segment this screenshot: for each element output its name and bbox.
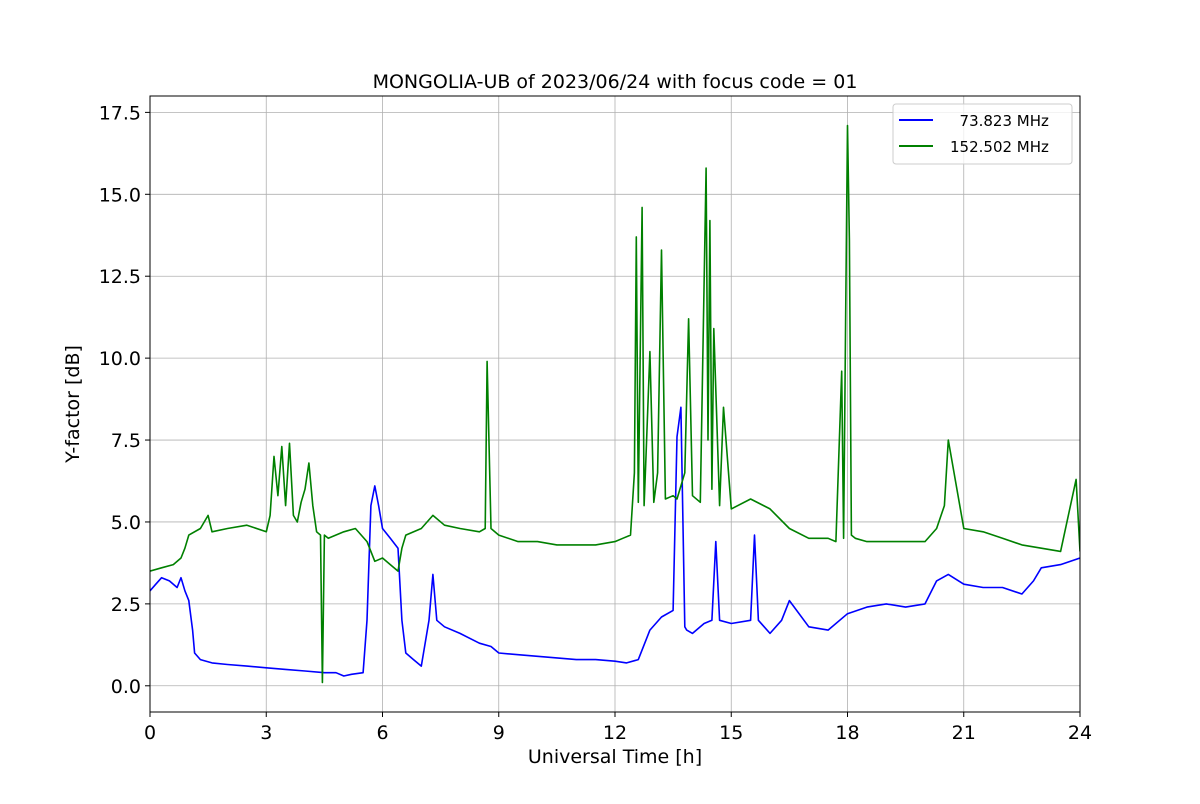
x-tick-label: 3: [260, 722, 272, 744]
y-tick-label: 17.5: [99, 102, 141, 124]
legend-label-0: 73.823 MHz: [950, 112, 1049, 130]
x-tick-label: 21: [952, 722, 976, 744]
y-tick-label: 10.0: [99, 348, 141, 370]
x-tick-label: 15: [719, 722, 743, 744]
x-axis-label: Universal Time [h]: [528, 746, 702, 768]
y-tick-label: 7.5: [111, 430, 141, 452]
legend-label-1: 152.502 MHz: [950, 138, 1049, 156]
ticks: 0 3 6 9 12 15 18 21 24 0.0 2.5 5.0 7.5 10.0 12.5 15.0 17…: [99, 102, 1092, 744]
x-tick-label: 6: [376, 722, 388, 744]
y-axis-label: Y-factor [dB]: [62, 345, 84, 464]
x-tick-label: 24: [1068, 722, 1092, 744]
x-tick-label: 9: [493, 722, 505, 744]
y-tick-label: 5.0: [111, 512, 141, 534]
x-tick-label: 0: [144, 722, 156, 744]
y-tick-label: 2.5: [111, 594, 141, 616]
y-tick-label: 12.5: [99, 266, 141, 288]
series-line-0: [150, 406, 1080, 677]
series-layer: [150, 124, 1080, 684]
x-tick-label: 18: [835, 722, 859, 744]
chart-title: MONGOLIA-UB of 2023/06/24 with focus cod…: [373, 71, 858, 93]
legend-box: [892, 103, 1073, 165]
x-tick-label: 12: [603, 722, 627, 744]
legend: 73.823 MHz 152.502 MHz: [892, 103, 1073, 165]
y-tick-label: 15.0: [99, 184, 141, 206]
y-tick-label: 0.0: [111, 676, 141, 698]
series-line-1: [150, 124, 1080, 684]
